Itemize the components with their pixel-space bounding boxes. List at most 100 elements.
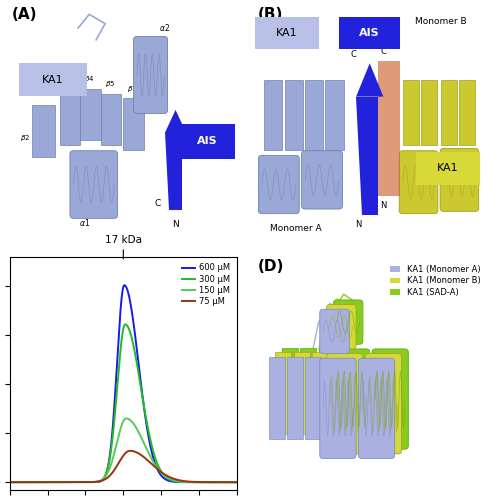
- 150 μM: [7, 479, 13, 485]
- Text: C: C: [154, 198, 161, 207]
- FancyBboxPatch shape: [320, 310, 349, 354]
- 600 μM: [117, 312, 123, 318]
- FancyBboxPatch shape: [334, 349, 370, 449]
- 150 μM: [234, 479, 240, 485]
- FancyBboxPatch shape: [259, 156, 300, 214]
- 75 μM: [227, 479, 233, 485]
- 300 μM: [122, 322, 128, 328]
- Polygon shape: [403, 80, 418, 145]
- Polygon shape: [284, 80, 303, 150]
- Text: 17 kDa: 17 kDa: [105, 235, 142, 245]
- 300 μM: [227, 479, 233, 485]
- 75 μM: [7, 479, 13, 485]
- FancyBboxPatch shape: [255, 16, 318, 50]
- FancyBboxPatch shape: [70, 150, 118, 218]
- Polygon shape: [318, 348, 335, 430]
- 600 μM: [186, 479, 191, 485]
- Polygon shape: [269, 357, 284, 438]
- Polygon shape: [459, 80, 475, 145]
- 300 μM: [227, 479, 233, 485]
- Polygon shape: [264, 80, 282, 150]
- Polygon shape: [356, 64, 383, 96]
- FancyBboxPatch shape: [133, 36, 168, 114]
- 150 μM: [111, 450, 117, 456]
- Text: Monomer B: Monomer B: [415, 17, 467, 26]
- Text: N: N: [355, 220, 361, 228]
- FancyBboxPatch shape: [372, 349, 408, 449]
- Text: N: N: [172, 220, 179, 228]
- Polygon shape: [305, 80, 323, 150]
- 150 μM: [227, 479, 233, 485]
- Text: N: N: [380, 201, 387, 210]
- FancyBboxPatch shape: [399, 150, 438, 214]
- Text: $\beta$4: $\beta$4: [84, 74, 94, 85]
- Polygon shape: [282, 348, 298, 430]
- Legend: 600 μM, 300 μM, 150 μM, 75 μM: 600 μM, 300 μM, 150 μM, 75 μM: [180, 261, 233, 308]
- 300 μM: [111, 419, 117, 425]
- Polygon shape: [165, 132, 182, 210]
- Text: C: C: [351, 50, 357, 58]
- FancyBboxPatch shape: [301, 150, 342, 209]
- 600 μM: [7, 479, 13, 485]
- Polygon shape: [33, 106, 55, 156]
- Polygon shape: [377, 61, 400, 196]
- 600 μM: [227, 479, 233, 485]
- Polygon shape: [287, 357, 303, 438]
- 75 μM: [234, 479, 240, 485]
- Polygon shape: [300, 348, 317, 430]
- Text: AIS: AIS: [197, 136, 218, 146]
- 600 μM: [19, 479, 24, 485]
- Polygon shape: [356, 96, 378, 215]
- FancyBboxPatch shape: [19, 64, 87, 96]
- FancyBboxPatch shape: [334, 300, 363, 344]
- 600 μM: [121, 282, 127, 288]
- 75 μM: [127, 448, 133, 454]
- 300 μM: [117, 350, 123, 356]
- 75 μM: [117, 458, 123, 464]
- Text: $\alpha$2: $\alpha$2: [159, 22, 169, 33]
- Polygon shape: [276, 352, 291, 434]
- Text: KA1: KA1: [437, 163, 459, 173]
- FancyBboxPatch shape: [416, 152, 480, 184]
- FancyBboxPatch shape: [365, 354, 401, 454]
- Text: $\beta$2: $\beta$2: [20, 133, 30, 143]
- Polygon shape: [294, 352, 310, 434]
- Polygon shape: [60, 94, 80, 145]
- Line: 75 μM: 75 μM: [10, 451, 237, 482]
- 150 μM: [186, 479, 191, 485]
- Polygon shape: [312, 352, 328, 434]
- Legend: KA1 (Monomer A), KA1 (Monomer B), KA1 (SAD-A): KA1 (Monomer A), KA1 (Monomer B), KA1 (S…: [389, 264, 483, 298]
- FancyBboxPatch shape: [320, 358, 356, 458]
- 300 μM: [19, 479, 24, 485]
- 75 μM: [19, 479, 24, 485]
- Text: (A): (A): [12, 8, 37, 22]
- Polygon shape: [80, 89, 101, 140]
- Text: (B): (B): [257, 8, 282, 22]
- Polygon shape: [325, 80, 344, 150]
- 75 μM: [186, 478, 191, 484]
- Line: 300 μM: 300 μM: [10, 324, 237, 482]
- Polygon shape: [165, 110, 186, 132]
- Text: $\beta$3: $\beta$3: [59, 79, 70, 89]
- FancyBboxPatch shape: [327, 354, 363, 454]
- Line: 600 μM: 600 μM: [10, 285, 237, 482]
- Line: 150 μM: 150 μM: [10, 418, 237, 482]
- Polygon shape: [441, 80, 457, 145]
- 150 μM: [123, 416, 129, 422]
- Text: AIS: AIS: [359, 28, 380, 38]
- 150 μM: [117, 427, 123, 433]
- Polygon shape: [305, 357, 321, 438]
- 600 μM: [234, 479, 240, 485]
- FancyBboxPatch shape: [339, 16, 400, 50]
- Polygon shape: [101, 94, 121, 145]
- 300 μM: [7, 479, 13, 485]
- Text: Monomer A: Monomer A: [270, 224, 322, 234]
- 75 μM: [111, 467, 117, 473]
- Polygon shape: [123, 98, 144, 150]
- 300 μM: [234, 479, 240, 485]
- Text: (D): (D): [257, 259, 283, 274]
- 300 μM: [186, 479, 191, 485]
- Text: C: C: [380, 48, 386, 56]
- 600 μM: [227, 479, 233, 485]
- Polygon shape: [421, 80, 437, 145]
